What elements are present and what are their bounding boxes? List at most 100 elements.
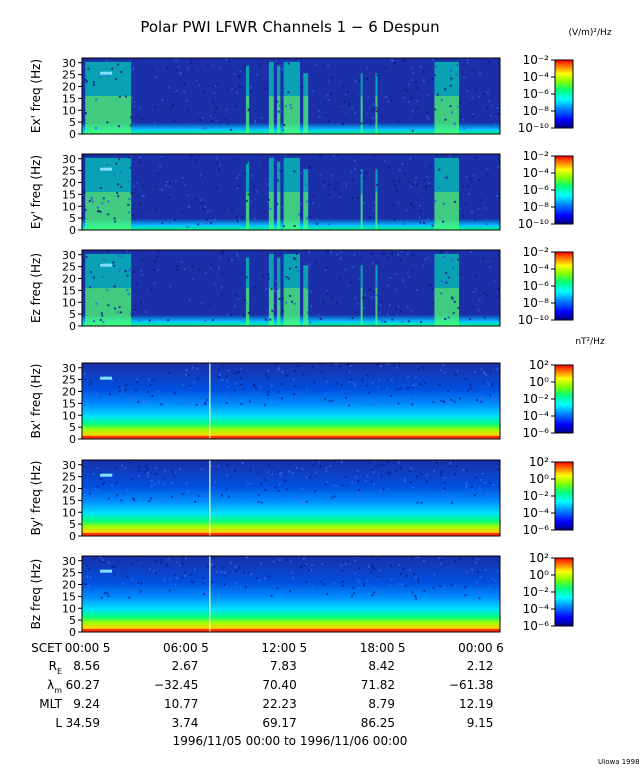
noise-pixel — [225, 58, 228, 61]
noise-pixel — [477, 590, 480, 593]
colorbar-tick-label: 10⁻⁴ — [523, 166, 550, 180]
noise-pixel — [279, 104, 282, 107]
noise-pixel — [234, 105, 237, 108]
noise-pixel — [312, 464, 315, 467]
noise-pixel — [422, 559, 425, 562]
noise-pixel — [156, 268, 159, 271]
y-tick-label: 10 — [62, 296, 76, 309]
noise-pixel — [297, 60, 300, 63]
noise-pixel — [203, 127, 206, 130]
noise-pixel — [296, 252, 299, 255]
noise-pixel — [474, 288, 477, 291]
noise-pixel — [260, 501, 263, 504]
noise-pixel — [207, 370, 210, 373]
noise-pixel — [319, 155, 322, 158]
noise-pixel — [488, 383, 491, 386]
noise-pixel — [405, 584, 408, 587]
noise-pixel — [260, 399, 263, 402]
noise-pixel — [305, 500, 308, 503]
noise-pixel — [280, 111, 283, 114]
noise-pixel — [151, 69, 154, 72]
y-tick-label: 5 — [69, 421, 76, 434]
noise-pixel — [107, 304, 110, 307]
colorbar — [554, 364, 574, 434]
noise-pixel — [281, 310, 284, 313]
noise-pixel — [96, 485, 99, 488]
noise-pixel — [364, 498, 367, 501]
noise-pixel — [210, 564, 213, 567]
noise-pixel — [135, 378, 138, 381]
noise-pixel — [153, 483, 156, 486]
noise-pixel — [133, 308, 136, 311]
noise-pixel — [411, 183, 414, 186]
noise-pixel — [242, 388, 245, 391]
y-tick-label: 20 — [62, 177, 76, 190]
noise-pixel — [443, 487, 446, 490]
noise-pixel — [396, 366, 399, 369]
noise-pixel — [183, 183, 186, 186]
noise-pixel — [125, 250, 128, 253]
noise-pixel — [206, 210, 209, 213]
noise-pixel — [331, 497, 334, 500]
noise-pixel — [402, 60, 405, 63]
noise-pixel — [243, 314, 246, 317]
noise-pixel — [136, 559, 139, 562]
noise-pixel — [414, 597, 417, 600]
ephemeris-value: 9.24 — [73, 697, 100, 711]
noise-pixel — [344, 391, 347, 394]
noise-pixel — [337, 108, 340, 111]
emission-burst-core — [375, 288, 378, 326]
noise-pixel — [83, 155, 86, 158]
noise-pixel — [239, 70, 242, 73]
noise-pixel — [465, 484, 468, 487]
noise-pixel — [220, 293, 223, 296]
noise-pixel — [187, 496, 190, 499]
noise-pixel — [326, 592, 329, 595]
noise-pixel — [348, 102, 351, 105]
noise-pixel — [89, 286, 92, 289]
noise-pixel — [213, 111, 216, 114]
noise-pixel — [108, 74, 111, 77]
noise-pixel — [253, 218, 256, 221]
noise-pixel — [295, 266, 298, 269]
noise-pixel — [212, 557, 215, 560]
noise-pixel — [271, 472, 274, 475]
noise-pixel — [457, 105, 460, 108]
noise-pixel — [432, 586, 435, 589]
noise-pixel — [187, 374, 190, 377]
noise-pixel — [289, 267, 292, 270]
noise-pixel — [236, 220, 239, 223]
noise-pixel — [454, 560, 457, 563]
y-tick-label: 10 — [62, 506, 76, 519]
noise-pixel — [129, 124, 132, 127]
noise-pixel — [289, 560, 292, 563]
noise-pixel — [195, 197, 198, 200]
noise-pixel — [133, 498, 136, 501]
noise-pixel — [169, 222, 172, 225]
colorbar-tick-label: 10⁻⁸ — [523, 104, 550, 118]
noise-pixel — [304, 183, 307, 186]
noise-pixel — [128, 198, 131, 201]
noise-pixel — [286, 374, 289, 377]
noise-pixel — [258, 579, 261, 582]
noise-pixel — [492, 257, 495, 260]
noise-pixel — [395, 388, 398, 391]
noise-pixel — [155, 559, 158, 562]
emission-burst — [277, 161, 281, 230]
noise-pixel — [203, 91, 206, 94]
noise-pixel — [178, 467, 181, 470]
emission-burst-core — [375, 192, 378, 230]
noise-pixel — [246, 395, 249, 398]
noise-pixel — [289, 294, 292, 297]
noise-pixel — [378, 590, 381, 593]
noise-pixel — [345, 315, 348, 318]
noise-pixel — [427, 117, 430, 120]
noise-pixel — [240, 586, 243, 589]
ephemeris-value: 8.42 — [368, 659, 395, 673]
noise-pixel — [171, 495, 174, 498]
noise-pixel — [434, 65, 437, 68]
noise-pixel — [428, 165, 431, 168]
noise-pixel — [367, 96, 370, 99]
emission-burst — [245, 257, 250, 326]
noise-pixel — [356, 578, 359, 581]
